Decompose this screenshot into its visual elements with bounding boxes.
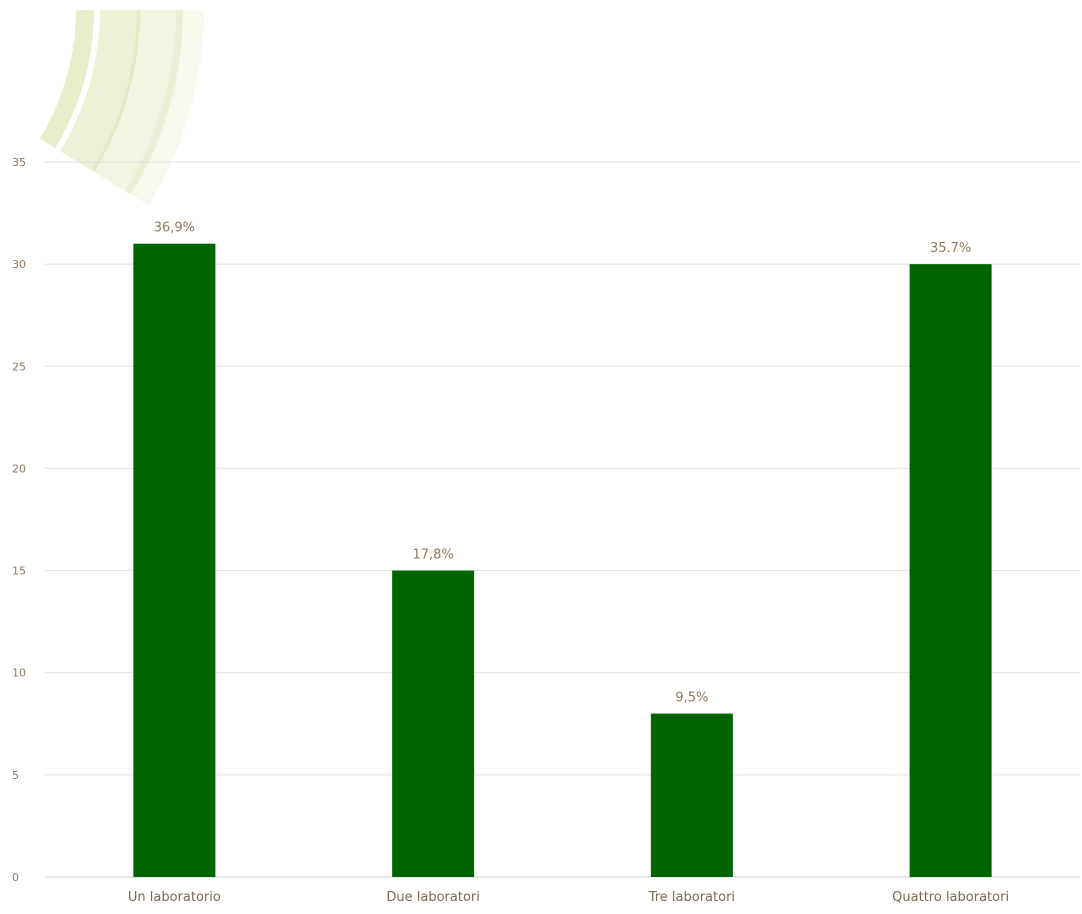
y-tick-label: 30 — [12, 258, 26, 271]
y-tick-label: 35 — [12, 156, 26, 169]
x-axis-labels: Un laboratorio Due laboratori Tre laborato… — [128, 890, 1009, 905]
x-category-label: Un laboratorio — [128, 890, 221, 905]
y-tick-label: 10 — [12, 667, 26, 680]
data-labels: 36,9% 17,8% 9,5% 35.7% — [154, 221, 972, 706]
y-tick-label: 25 — [12, 360, 26, 373]
y-axis-ticks: 0 5 10 15 20 25 30 35 — [12, 156, 26, 884]
gridlines — [45, 161, 1080, 878]
data-label: 35.7% — [930, 241, 971, 256]
decorative-arc-0 — [91, 9, 183, 195]
decorative-arc-2 — [39, 9, 94, 148]
y-tick-label: 20 — [12, 462, 26, 475]
bar — [392, 570, 475, 877]
x-category-label: Due laboratori — [386, 890, 479, 905]
bar — [133, 243, 216, 877]
decorative-arc — [39, 9, 204, 206]
x-category-label: Tre laboratori — [648, 890, 735, 905]
data-label: 36,9% — [154, 221, 195, 236]
data-label: 17,8% — [412, 548, 453, 563]
bar — [650, 713, 733, 877]
y-tick-label: 5 — [12, 769, 19, 782]
x-category-label: Quattro laboratori — [892, 890, 1009, 905]
bars — [133, 243, 992, 878]
decorative-arc-1 — [60, 9, 140, 173]
data-label: 9,5% — [675, 691, 708, 706]
bar — [909, 264, 992, 878]
decorative-arc-3 — [124, 9, 204, 206]
y-tick-label: 0 — [12, 871, 19, 884]
y-tick-label: 15 — [12, 565, 26, 578]
